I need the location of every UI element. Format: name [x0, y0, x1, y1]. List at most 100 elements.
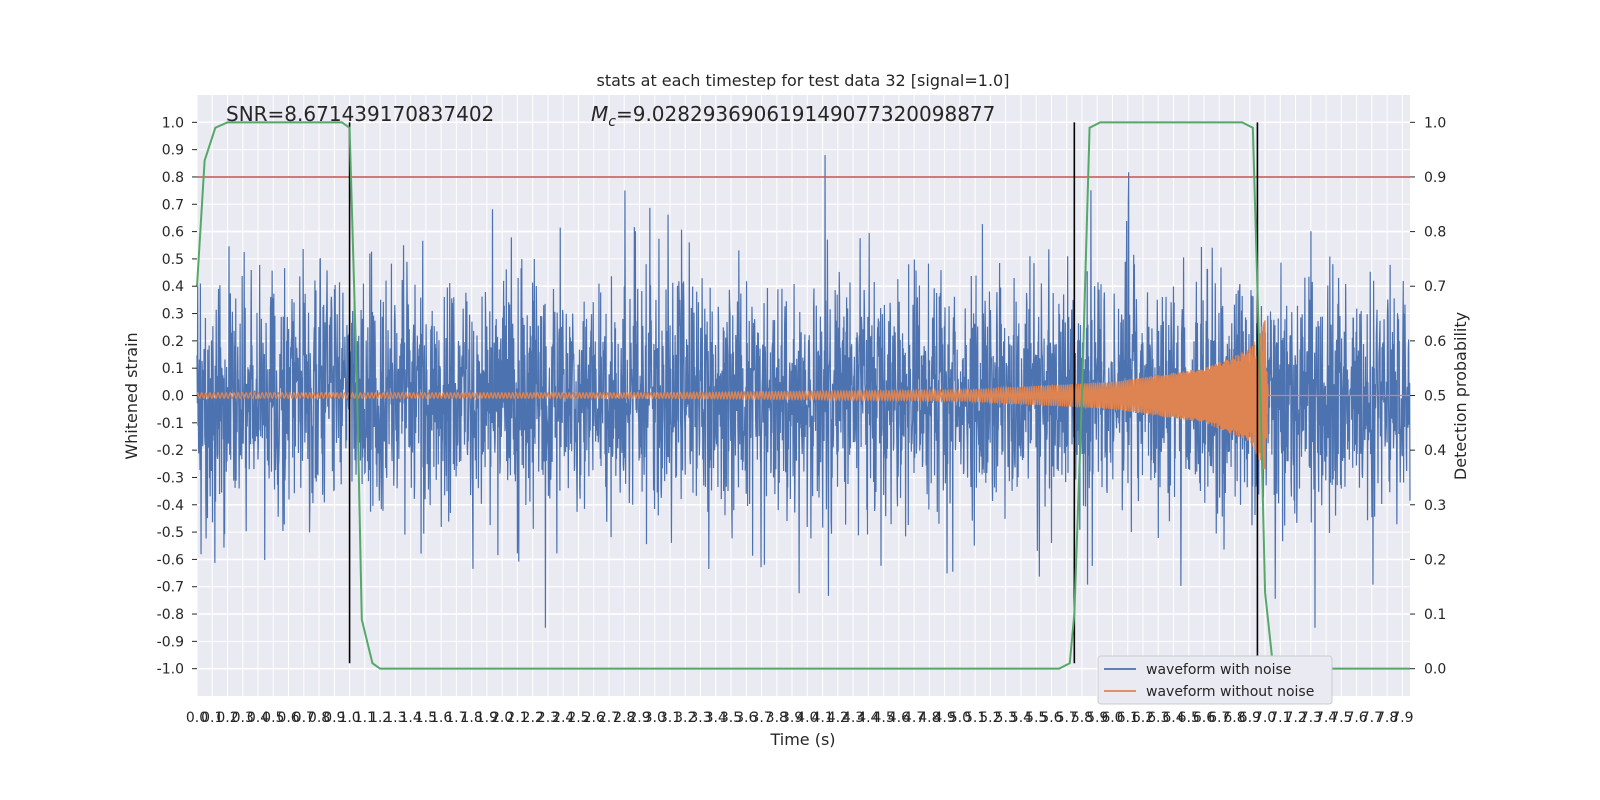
x-tick-label: 4.2	[827, 710, 849, 726]
x-tick-label: 5.1	[964, 710, 986, 726]
x-tick-label: 3.9	[781, 710, 803, 726]
y-tick-label: 0.3	[162, 307, 184, 323]
x-tick-label: 1.4	[399, 710, 421, 726]
x-tick-label: 2.0	[491, 710, 513, 726]
x-tick-label: 0.2	[216, 710, 238, 726]
x-tick-label: 1.0	[338, 710, 360, 726]
y-right-axis-label: Detection probability	[1451, 312, 1470, 480]
y-tick-label: 0.2	[162, 334, 184, 350]
x-tick-label: 1.9	[476, 710, 498, 726]
y-tick-label: 0.8	[162, 170, 184, 186]
x-tick-label: 5.6	[1040, 710, 1062, 726]
x-tick-label: 5.2	[979, 710, 1001, 726]
x-tick-label: 4.9	[934, 710, 956, 726]
x-tick-label: 2.1	[506, 710, 528, 726]
x-tick-label: 0.3	[232, 710, 254, 726]
y-tick-label: -1.0	[157, 662, 184, 678]
x-tick-label: 7.6	[1345, 710, 1367, 726]
y-tick-label: 0.6	[162, 225, 184, 241]
y-right-tick-label: 0.3	[1424, 498, 1446, 514]
x-tick-label: 6.2	[1132, 710, 1154, 726]
x-tick-label: 3.5	[720, 710, 742, 726]
x-tick-label: 4.7	[903, 710, 925, 726]
y-tick-label: 0.9	[162, 143, 184, 159]
x-tick-label: 5.8	[1071, 710, 1093, 726]
x-tick-label: 3.1	[659, 710, 681, 726]
x-tick-label: 4.6	[888, 710, 910, 726]
y-right-tick-label: 0.4	[1424, 443, 1446, 459]
x-tick-label: 7.0	[1254, 710, 1276, 726]
y-tick-labels: 1.0 0.9 0.8 0.7 0.6 0.5 0.4 0.3 0.2 0.1 0.0 -0.1 -0.…	[157, 115, 197, 678]
x-tick-label: 6.1	[1117, 710, 1139, 726]
x-tick-label: 7.8	[1376, 710, 1398, 726]
x-tick-label: 6.5	[1178, 710, 1200, 726]
y-tick-label: 1.0	[162, 115, 184, 131]
x-tick-label: 6.4	[1162, 710, 1184, 726]
x-tick-label: 4.0	[796, 710, 818, 726]
x-tick-label: 2.6	[583, 710, 605, 726]
x-tick-label: 1.5	[415, 710, 437, 726]
y-right-tick-label: 0.6	[1424, 334, 1446, 350]
y-tick-label: -0.9	[157, 634, 184, 650]
x-tick-label: 3.3	[689, 710, 711, 726]
x-tick-label: 3.4	[705, 710, 727, 726]
y-right-tick-label: 0.8	[1424, 225, 1446, 241]
y-right-tick-label: 0.0	[1424, 662, 1446, 678]
x-tick-label: 6.6	[1193, 710, 1215, 726]
y-tick-label: -0.2	[157, 443, 184, 459]
x-tick-label: 1.3	[384, 710, 406, 726]
x-tick-label: 7.5	[1330, 710, 1352, 726]
y-right-tick-label: 0.9	[1424, 170, 1446, 186]
x-tick-label: 1.8	[461, 710, 483, 726]
legend: waveform with noise waveform without noi…	[1097, 655, 1333, 705]
x-tick-label: 4.8	[918, 710, 940, 726]
y-right-tick-label: 0.1	[1424, 607, 1446, 623]
x-tick-label: 5.4	[1010, 710, 1032, 726]
x-tick-label: 4.1	[811, 710, 833, 726]
x-tick-label: 2.8	[613, 710, 635, 726]
y-tick-label: 0.5	[162, 252, 184, 268]
x-tick-label: 0.9	[323, 710, 345, 726]
snr-annotation: SNR=8.671439170837402	[226, 102, 494, 126]
x-tick-label: 0.1	[201, 710, 223, 726]
x-tick-label: 2.5	[567, 710, 589, 726]
legend-box	[1097, 655, 1333, 705]
detection-probability-line	[196, 121, 1410, 670]
waveform-with-noise-line	[196, 155, 1411, 628]
y-tick-label: -0.4	[157, 498, 184, 514]
y-right-tick-label: 0.7	[1424, 279, 1446, 295]
series-waveform-with-noise	[196, 155, 1411, 628]
series-waveform-without-noise	[196, 320, 1410, 470]
x-tick-label: 3.6	[735, 710, 757, 726]
x-tick-label: 0.8	[308, 710, 330, 726]
y-right-tick-label: 0.5	[1424, 389, 1446, 405]
x-tick-label: 5.5	[1025, 710, 1047, 726]
x-tick-label: 2.9	[628, 710, 650, 726]
y-tick-label: -0.5	[157, 525, 184, 541]
x-tick-label: 6.0	[1101, 710, 1123, 726]
x-tick-label: 4.3	[842, 710, 864, 726]
x-tick-label: 7.1	[1269, 710, 1291, 726]
x-tick-label: 7.2	[1284, 710, 1306, 726]
x-tick-label: 3.7	[750, 710, 772, 726]
x-tick-label: 6.3	[1147, 710, 1169, 726]
x-tick-label: 6.7	[1208, 710, 1230, 726]
x-tick-label: 4.4	[857, 710, 879, 726]
x-tick-label: 5.0	[949, 710, 971, 726]
x-tick-label: 7.9	[1391, 710, 1413, 726]
y-tick-label: -0.8	[157, 607, 184, 623]
y-tick-label: 0.0	[162, 389, 184, 405]
legend-label-clean: waveform without noise	[1146, 684, 1314, 700]
x-tick-label: 5.7	[1056, 710, 1078, 726]
x-tick-label: 6.9	[1239, 710, 1261, 726]
x-tick-label: 7.3	[1300, 710, 1322, 726]
x-tick-labels: 0.00.10.20.30.40.50.60.70.80.91.01.11.21…	[186, 710, 1414, 726]
y-tick-label: -0.1	[157, 416, 184, 432]
chirp-mass-annotation: Mc=9.028293690619149077320098877	[591, 102, 995, 130]
series-detection-probability	[196, 121, 1410, 670]
x-tick-label: 5.3	[995, 710, 1017, 726]
chart-title: stats at each timestep for test data 32 …	[597, 71, 1010, 90]
y-tick-label: -0.6	[157, 552, 184, 568]
x-tick-label: 2.3	[537, 710, 559, 726]
